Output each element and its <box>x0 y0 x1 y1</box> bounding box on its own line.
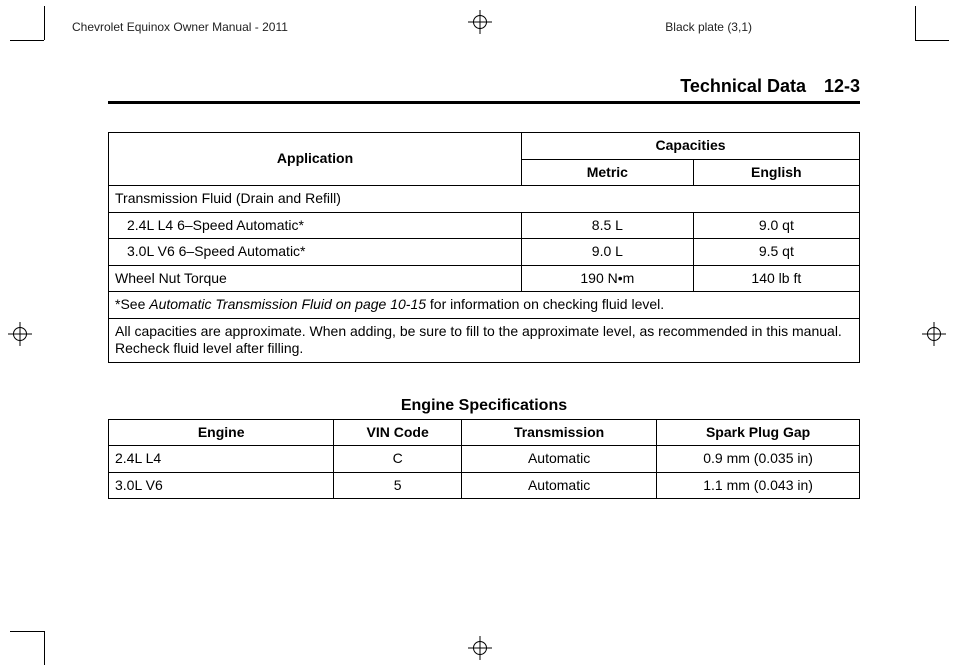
crop-bot-left-v <box>44 631 45 665</box>
crop-top-right-h <box>915 40 949 41</box>
capacities-table: Application Capacities Metric English Tr… <box>108 132 860 363</box>
reg-left <box>8 322 32 346</box>
engine-vin: C <box>334 446 462 473</box>
engine-vin: 5 <box>334 472 462 499</box>
col-vin: VIN Code <box>334 419 462 446</box>
table-row: 2.4L L4 C Automatic 0.9 mm (0.035 in) <box>109 446 860 473</box>
crop-top-left-v <box>44 6 45 40</box>
engine-trans: Automatic <box>461 472 656 499</box>
crop-top-left-h <box>10 40 44 41</box>
torque-row: Wheel Nut Torque 190 N•m 140 lb ft <box>109 265 860 292</box>
reg-bot <box>468 636 492 660</box>
cap-metric: 8.5 L <box>522 212 694 239</box>
reg-right <box>922 322 946 346</box>
note-row: All capacities are approximate. When add… <box>109 318 860 362</box>
engine-name: 2.4L L4 <box>109 446 334 473</box>
col-gap: Spark Plug Gap <box>657 419 860 446</box>
engine-trans: Automatic <box>461 446 656 473</box>
col-trans: Transmission <box>461 419 656 446</box>
footnote-prefix: *See <box>115 296 149 312</box>
cap-english: 9.5 qt <box>693 239 859 266</box>
cap-english: 9.0 qt <box>693 212 859 239</box>
col-english: English <box>693 159 859 186</box>
section-title: Technical Data <box>680 76 806 97</box>
page-body: Technical Data 12-3 Application Capaciti… <box>108 76 860 499</box>
manual-title: Chevrolet Equinox Owner Manual - 2011 <box>72 20 288 34</box>
cap-metric: 9.0 L <box>522 239 694 266</box>
reg-top <box>468 10 492 34</box>
footnote-row: *See Automatic Transmission Fluid on pag… <box>109 292 860 319</box>
col-application: Application <box>109 133 522 186</box>
footnote-suffix: for information on checking fluid level. <box>426 296 664 312</box>
footnote-ref: Automatic Transmission Fluid on page 10-… <box>149 296 426 312</box>
torque-label: Wheel Nut Torque <box>109 265 522 292</box>
col-metric: Metric <box>522 159 694 186</box>
torque-metric: 190 N•m <box>522 265 694 292</box>
group-row: Transmission Fluid (Drain and Refill) <box>109 186 860 213</box>
engine-gap: 1.1 mm (0.043 in) <box>657 472 860 499</box>
table-row: 3.0L V6 6–Speed Automatic* 9.0 L 9.5 qt <box>109 239 860 266</box>
table-row: 3.0L V6 5 Automatic 1.1 mm (0.043 in) <box>109 472 860 499</box>
table-row: 2.4L L4 6–Speed Automatic* 8.5 L 9.0 qt <box>109 212 860 239</box>
engine-name: 3.0L V6 <box>109 472 334 499</box>
crop-top-right-v <box>915 6 916 40</box>
section-header: Technical Data 12-3 <box>108 76 860 104</box>
crop-bot-left-h <box>10 631 44 632</box>
cap-label: 3.0L V6 6–Speed Automatic* <box>109 239 522 266</box>
engine-spec-title: Engine Specifications <box>108 397 860 415</box>
col-engine: Engine <box>109 419 334 446</box>
col-capacities: Capacities <box>522 133 860 160</box>
page-number: 12-3 <box>824 76 860 97</box>
torque-english: 140 lb ft <box>693 265 859 292</box>
engine-gap: 0.9 mm (0.035 in) <box>657 446 860 473</box>
cap-label: 2.4L L4 6–Speed Automatic* <box>109 212 522 239</box>
engine-spec-table: Engine VIN Code Transmission Spark Plug … <box>108 419 860 500</box>
plate-label: Black plate (3,1) <box>665 20 752 34</box>
